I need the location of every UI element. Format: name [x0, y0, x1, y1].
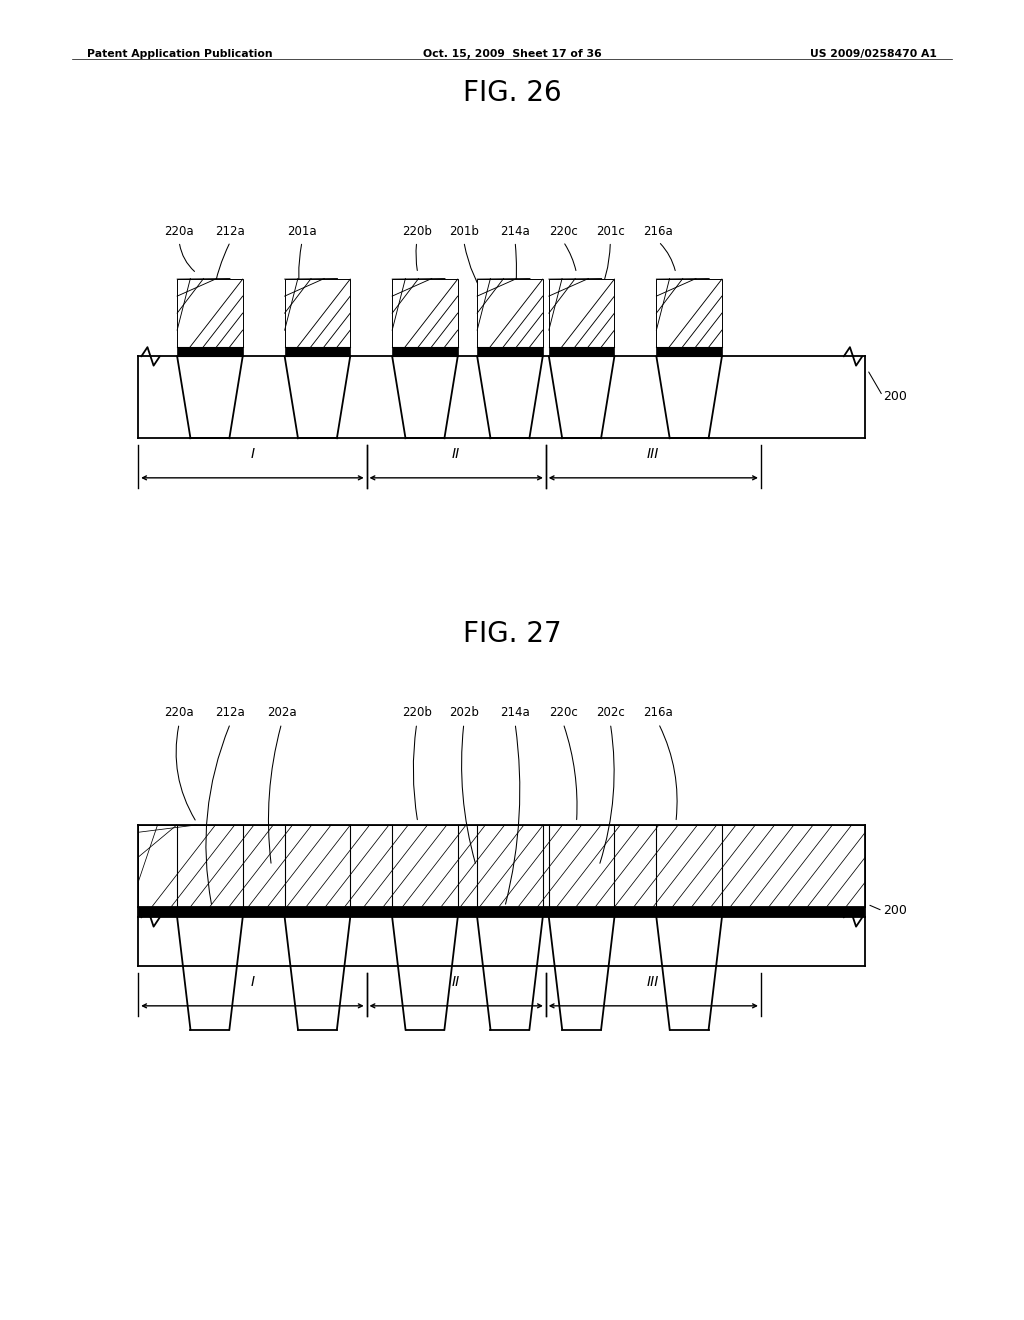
Text: 214a: 214a — [500, 224, 530, 238]
Text: II: II — [452, 974, 461, 989]
Text: Oct. 15, 2009  Sheet 17 of 36: Oct. 15, 2009 Sheet 17 of 36 — [423, 49, 601, 59]
Text: 214a: 214a — [500, 706, 530, 719]
Text: 220b: 220b — [401, 706, 432, 719]
Bar — [138, 907, 865, 917]
Text: 216a: 216a — [643, 706, 674, 719]
Bar — [177, 347, 243, 356]
Text: 201a: 201a — [288, 224, 316, 238]
Text: 216a: 216a — [643, 224, 674, 238]
Text: I: I — [250, 446, 255, 461]
Text: 212a: 212a — [215, 224, 246, 238]
Text: 220c: 220c — [549, 224, 578, 238]
Bar — [477, 347, 543, 356]
Bar — [177, 279, 243, 347]
Text: US 2009/0258470 A1: US 2009/0258470 A1 — [810, 49, 937, 59]
Bar — [477, 279, 543, 347]
Text: 220c: 220c — [549, 706, 578, 719]
Text: III: III — [647, 974, 659, 989]
Text: Patent Application Publication: Patent Application Publication — [87, 49, 272, 59]
Text: 212a: 212a — [215, 706, 246, 719]
Text: III: III — [647, 446, 659, 461]
Bar — [656, 279, 722, 347]
Text: FIG. 26: FIG. 26 — [463, 79, 561, 107]
Text: 201c: 201c — [596, 224, 625, 238]
Text: 200: 200 — [883, 389, 906, 403]
Text: 201b: 201b — [449, 224, 479, 238]
Bar — [285, 347, 350, 356]
Bar — [549, 347, 614, 356]
Text: II: II — [452, 446, 461, 461]
Text: FIG. 27: FIG. 27 — [463, 620, 561, 648]
Bar — [392, 347, 458, 356]
Text: 220b: 220b — [401, 224, 432, 238]
Text: 200: 200 — [883, 904, 906, 917]
Text: 202b: 202b — [449, 706, 479, 719]
Bar — [138, 825, 865, 907]
Bar — [392, 279, 458, 347]
Bar — [285, 279, 350, 347]
Text: I: I — [250, 974, 255, 989]
Text: 220a: 220a — [165, 706, 194, 719]
Text: 202c: 202c — [596, 706, 625, 719]
Text: 220a: 220a — [165, 224, 194, 238]
Bar — [549, 279, 614, 347]
Bar — [656, 347, 722, 356]
Text: 202a: 202a — [267, 706, 296, 719]
